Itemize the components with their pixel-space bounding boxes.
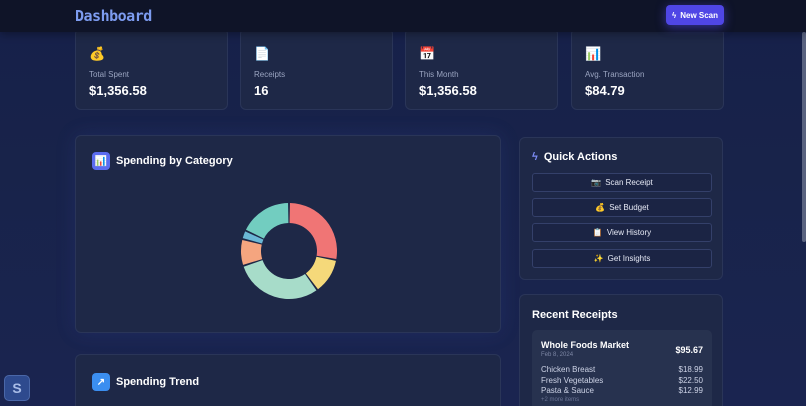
more-items: +2 more items	[541, 397, 580, 403]
section-title: Quick Actions	[543, 151, 618, 163]
stat-value: $84.79	[585, 83, 625, 98]
scrollbar[interactable]	[802, 32, 806, 242]
donut-slice[interactable]	[242, 231, 264, 244]
receipt-line: Fresh Vegetables $22.50	[541, 376, 703, 385]
lightning-icon: ϟ	[671, 10, 677, 20]
stat-label: Total Spent	[89, 70, 130, 79]
scan-receipt-button[interactable]: 📷 Scan Receipt	[532, 173, 712, 192]
donut-slice[interactable]	[241, 239, 263, 265]
spending-by-category-card: 📊 Spending by Category	[75, 135, 501, 333]
category-donut-chart	[241, 203, 337, 299]
receipt-store: Whole Foods Market	[541, 340, 630, 350]
receipt-date: Feb 8, 2024	[541, 352, 574, 358]
sparkles-icon: ✨	[593, 254, 604, 263]
set-budget-button[interactable]: 💰 Set Budget	[532, 198, 712, 217]
lightning-icon: ϟ	[532, 151, 538, 163]
section-title: Recent Receipts	[532, 309, 618, 321]
new-scan-button[interactable]: ϟ New Scan	[666, 5, 724, 25]
stat-card-this-month: 📅 This Month $1,356.58	[405, 28, 558, 110]
calendar-icon: 📅	[419, 46, 436, 61]
section-title: Spending Trend	[116, 376, 200, 388]
get-insights-button[interactable]: ✨ Get Insights	[532, 249, 712, 268]
quick-actions-card: ϟ Quick Actions 📷 Scan Receipt 💰 Set Budget…	[519, 137, 723, 280]
donut-slice[interactable]	[305, 256, 336, 290]
stat-value: 16	[254, 83, 269, 98]
view-history-button[interactable]: 📋 View History	[532, 223, 712, 242]
stat-card-total-spent: 💰 Total Spent $1,356.58	[75, 28, 228, 110]
app-logo-button[interactable]: S	[4, 375, 30, 401]
money-bag-icon: 💰	[89, 46, 106, 61]
receipt-line: Pasta & Sauce $12.99	[541, 386, 703, 395]
chart-icon: 📊	[92, 152, 110, 170]
section-title: Spending by Category	[116, 155, 233, 167]
stat-label: This Month	[419, 70, 459, 79]
top-header: Dashboard ϟ New Scan	[0, 0, 806, 32]
bar-chart-icon: 📊	[585, 46, 602, 61]
page-title: Dashboard	[75, 7, 152, 25]
donut-slice[interactable]	[243, 260, 317, 299]
camera-icon: 📷	[591, 178, 602, 187]
stat-value: $1,356.58	[419, 83, 477, 98]
stat-label: Avg. Transaction	[585, 70, 645, 79]
stat-card-avg-transaction: 📊 Avg. Transaction $84.79	[571, 28, 724, 110]
receipt-item[interactable]: Whole Foods Market Feb 8, 2024 $95.67 Ch…	[532, 330, 712, 406]
receipt-line: Chicken Breast $18.99	[541, 365, 703, 374]
spending-trend-card: ↗ Spending Trend	[75, 354, 501, 406]
receipt-total: $95.67	[675, 345, 703, 355]
stat-value: $1,356.58	[89, 83, 147, 98]
trending-up-icon: ↗	[92, 373, 110, 391]
money-bag-icon: 💰	[595, 203, 606, 212]
clipboard-icon: 📋	[592, 228, 603, 237]
donut-slice[interactable]	[245, 203, 289, 239]
document-icon: 📄	[254, 46, 271, 61]
stat-card-receipts: 📄 Receipts 16	[240, 28, 393, 110]
recent-receipts-card: Recent Receipts Whole Foods Market Feb 8…	[519, 294, 723, 406]
donut-slice[interactable]	[289, 203, 337, 260]
stat-label: Receipts	[254, 70, 286, 79]
